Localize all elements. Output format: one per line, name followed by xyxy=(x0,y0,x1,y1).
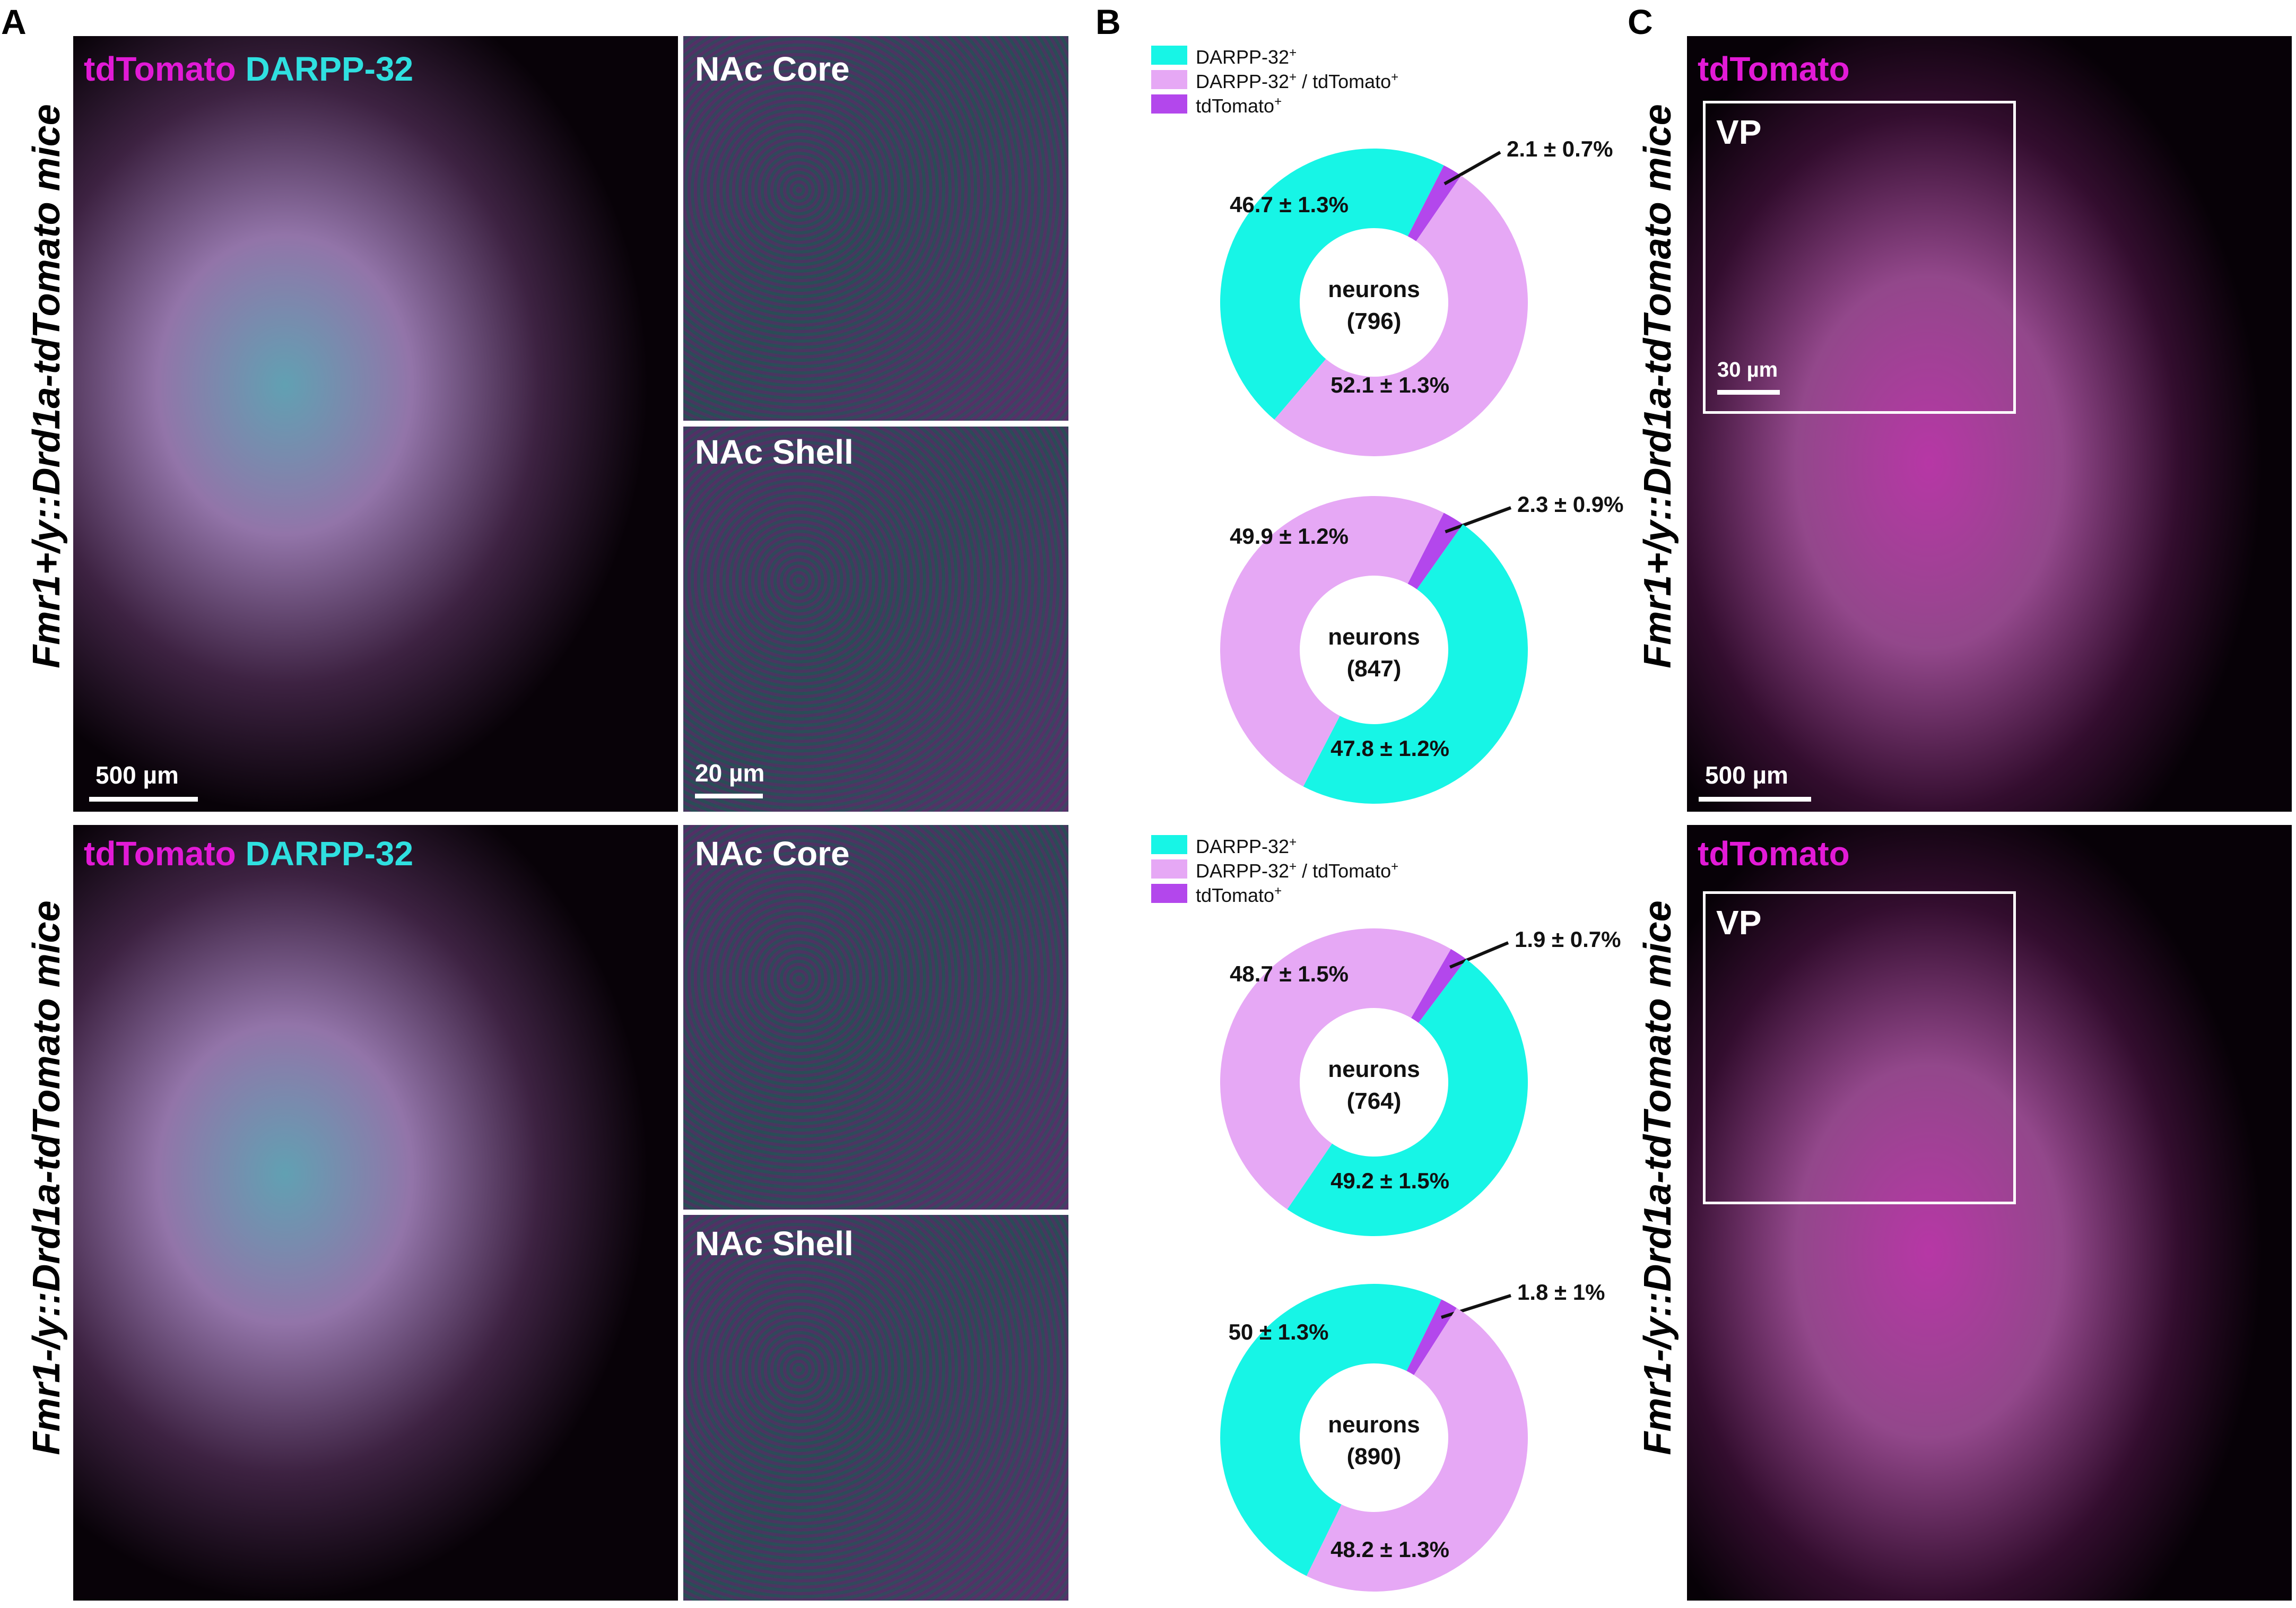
inset-a-bottom-shell: NAc Shell xyxy=(683,1215,1068,1601)
donut-slice xyxy=(1407,165,1462,241)
donut-slice xyxy=(1287,959,1528,1237)
legend-bottom: DARPP-32+ DARPP-32+ / tdTomato+ tdTomato… xyxy=(1151,832,1576,911)
leader-line xyxy=(1443,151,1501,186)
donut-center-label: neurons xyxy=(1328,276,1420,302)
donut-center-label: neurons xyxy=(1328,1056,1420,1082)
donut-center-count: (847) xyxy=(1347,656,1402,682)
micrograph-a-top-overview: tdTomato DARPP-32 500 µm xyxy=(73,36,678,812)
donut-slice xyxy=(1220,1284,1442,1576)
legend-swatch-double xyxy=(1151,70,1187,89)
legend-top: DARPP-32+ DARPP-32+ / tdTomato+ tdTomato… xyxy=(1151,42,1576,122)
legend-swatch-darpp xyxy=(1151,46,1187,65)
legend-swatch-tdtomato xyxy=(1151,94,1187,114)
slice-value-label: 48.2 ± 1.3% xyxy=(1330,1537,1449,1562)
row-label-bottom-left: Fmr1-/y::Drd1a-tdTomato mice xyxy=(25,900,68,1455)
leader-line xyxy=(1445,506,1512,534)
donut-slice xyxy=(1220,928,1451,1210)
inset-label-shell: NAc Shell xyxy=(695,433,854,471)
donut-chart-4: 1.8 ± 1% 48.2 ± 1.3% 50 ± 1.3% neurons (890) xyxy=(1220,1280,1605,1592)
slice-value-label: 1.9 ± 0.7% xyxy=(1515,927,1621,952)
scale-bar-small xyxy=(1717,390,1780,395)
slice-value-label: 50 ± 1.3% xyxy=(1229,1319,1329,1344)
donut-chart-2: 2.3 ± 0.9% 47.8 ± 1.2% 49.9 ± 1.2% neurons (… xyxy=(1220,492,1624,804)
scale-bar-small xyxy=(695,794,763,798)
donut-chart-1: 2.1 ± 0.7% 52.1 ± 1.3% 46.7 ± 1.3% neurons (… xyxy=(1220,136,1613,456)
donut-center-count: (890) xyxy=(1347,1444,1402,1470)
donut-slice xyxy=(1220,149,1444,420)
slice-value-label: 52.1 ± 1.3% xyxy=(1330,372,1449,397)
donut-slice xyxy=(1220,496,1444,787)
scale-label: 500 µm xyxy=(1705,761,1788,789)
scale-label: 500 µm xyxy=(95,761,179,789)
legend-swatch-darpp xyxy=(1151,835,1187,854)
inset-a-top-shell: NAc Shell 20 µm xyxy=(683,427,1068,812)
leader-line xyxy=(1449,941,1509,969)
vp-label: VP xyxy=(1716,903,1762,942)
slice-value-label: 46.7 ± 1.3% xyxy=(1230,192,1349,217)
slice-value-label: 49.2 ± 1.5% xyxy=(1330,1168,1449,1193)
row-label-top-left: Fmr1+/y::Drd1a-tdTomato mice xyxy=(25,104,68,668)
scale-label-small: 30 µm xyxy=(1717,358,1778,381)
donut-slice xyxy=(1303,524,1528,804)
slice-value-label: 48.7 ± 1.5% xyxy=(1230,961,1349,986)
legend-item-double: DARPP-32+ / tdTomato+ xyxy=(1196,859,1399,882)
inset-label-shell: NAc Shell xyxy=(695,1224,854,1263)
panel-label-c: C xyxy=(1628,2,1653,41)
inset-a-bottom-core: NAc Core xyxy=(683,825,1068,1210)
slice-value-label: 47.8 ± 1.2% xyxy=(1330,736,1449,761)
channel-label-tdtomato: tdTomato xyxy=(84,50,236,88)
donut-center-label: neurons xyxy=(1328,1412,1420,1438)
micrograph-c-bottom: tdTomato VP xyxy=(1687,825,2292,1601)
legend-swatch-tdtomato xyxy=(1151,884,1187,903)
donut-center-label: neurons xyxy=(1328,624,1420,650)
legend-item-tdtomato: tdTomato+ xyxy=(1196,94,1282,117)
scale-label-small: 20 µm xyxy=(695,759,765,787)
legend-item-darpp: DARPP-32+ xyxy=(1196,835,1297,857)
inset-label-core: NAc Core xyxy=(695,835,850,873)
micrograph-a-bottom-overview: tdTomato DARPP-32 xyxy=(73,825,678,1601)
slice-value-label: 2.3 ± 0.9% xyxy=(1517,492,1624,517)
donut-center-count: (796) xyxy=(1347,308,1402,334)
vp-label: VP xyxy=(1716,113,1762,151)
channel-label-tdtomato: tdTomato xyxy=(1698,50,1850,88)
donut-slice xyxy=(1306,1308,1528,1592)
row-label-bottom-right: Fmr1-/y::Drd1a-tdTomato mice xyxy=(1637,900,1679,1455)
donut-slice xyxy=(1274,175,1528,456)
channel-label-tdtomato: tdTomato xyxy=(1698,835,1850,873)
panel-label-b: B xyxy=(1095,2,1121,41)
legend-item-tdtomato: tdTomato+ xyxy=(1196,884,1282,906)
donut-slice xyxy=(1406,1299,1457,1375)
slice-value-label: 2.1 ± 0.7% xyxy=(1507,136,1613,161)
legend-item-double: DARPP-32+ / tdTomato+ xyxy=(1196,70,1399,92)
inset-label-core: NAc Core xyxy=(695,50,850,88)
channel-label-darpp32: DARPP-32 xyxy=(245,835,414,873)
donut-center-count: (764) xyxy=(1347,1088,1402,1114)
inset-a-top-core: NAc Core xyxy=(683,36,1068,421)
micrograph-c-top: tdTomato VP 30 µm 500 µm xyxy=(1687,36,2292,812)
slice-value-label: 49.9 ± 1.2% xyxy=(1230,524,1349,549)
channel-label-darpp32: DARPP-32 xyxy=(245,50,414,88)
scale-bar xyxy=(1699,797,1811,802)
slice-value-label: 1.8 ± 1% xyxy=(1517,1280,1605,1305)
scale-bar xyxy=(89,797,198,802)
legend-swatch-double xyxy=(1151,859,1187,879)
legend-item-darpp: DARPP-32+ xyxy=(1196,46,1297,68)
vp-inset-box: VP 30 µm xyxy=(1703,101,2016,414)
panel-label-a: A xyxy=(1,2,27,41)
donut-chart-3: 1.9 ± 0.7% 49.2 ± 1.5% 48.7 ± 1.5% neurons (… xyxy=(1220,927,1621,1237)
row-label-top-right: Fmr1+/y::Drd1a-tdTomato mice xyxy=(1637,104,1679,668)
channel-label-tdtomato: tdTomato xyxy=(84,835,236,873)
vp-inset-box: VP xyxy=(1703,891,2016,1204)
